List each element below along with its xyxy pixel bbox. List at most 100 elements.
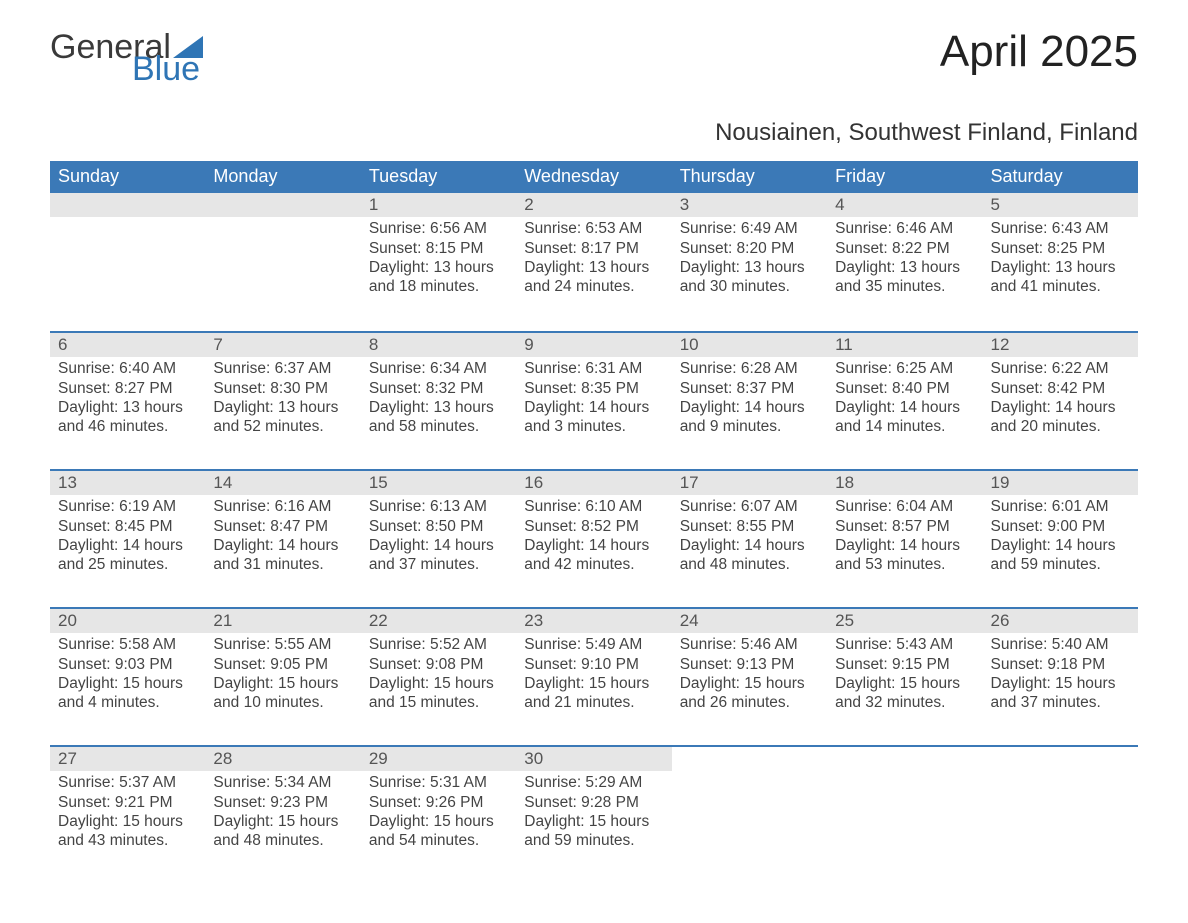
sunrise-text: Sunrise: 5:31 AM (369, 773, 508, 792)
calendar-day-cell: 4Sunrise: 6:46 AMSunset: 8:22 PMDaylight… (827, 193, 982, 331)
day-number: 16 (516, 471, 671, 495)
day-number-bar: 10 (672, 333, 827, 357)
sunrise-text: Sunrise: 5:58 AM (58, 635, 197, 654)
calendar-day-cell: 15Sunrise: 6:13 AMSunset: 8:50 PMDayligh… (361, 471, 516, 607)
sunrise-text: Sunrise: 6:40 AM (58, 359, 197, 378)
sunset-text: Sunset: 8:45 PM (58, 517, 197, 536)
day-number: 7 (205, 333, 360, 357)
day-number: 5 (983, 193, 1138, 217)
day-number: 17 (672, 471, 827, 495)
calendar-day-cell: 10Sunrise: 6:28 AMSunset: 8:37 PMDayligh… (672, 333, 827, 469)
daylight-text-1: Daylight: 15 hours (213, 674, 352, 693)
sunset-text: Sunset: 8:15 PM (369, 239, 508, 258)
month-year-title: April 2025 (940, 30, 1138, 74)
dow-saturday: Saturday (983, 161, 1138, 193)
calendar-day-cell: 12Sunrise: 6:22 AMSunset: 8:42 PMDayligh… (983, 333, 1138, 469)
daylight-text-2: and 14 minutes. (835, 417, 974, 436)
calendar-day-cell (205, 193, 360, 331)
daylight-text-1: Daylight: 13 hours (213, 398, 352, 417)
sunset-text: Sunset: 8:25 PM (991, 239, 1130, 258)
calendar-grid: Sunday Monday Tuesday Wednesday Thursday… (50, 161, 1138, 883)
day-number-bar: 4 (827, 193, 982, 217)
day-number-bar: 3 (672, 193, 827, 217)
daylight-text-2: and 25 minutes. (58, 555, 197, 574)
daylight-text-2: and 42 minutes. (524, 555, 663, 574)
day-number: 26 (983, 609, 1138, 633)
day-number: 29 (361, 747, 516, 771)
sunset-text: Sunset: 8:20 PM (680, 239, 819, 258)
daylight-text-2: and 18 minutes. (369, 277, 508, 296)
calendar-week-row: 27Sunrise: 5:37 AMSunset: 9:21 PMDayligh… (50, 745, 1138, 883)
day-number-bar: 14 (205, 471, 360, 495)
calendar-day-cell: 6Sunrise: 6:40 AMSunset: 8:27 PMDaylight… (50, 333, 205, 469)
daylight-text-1: Daylight: 15 hours (991, 674, 1130, 693)
calendar-day-cell (50, 193, 205, 331)
calendar-day-cell: 22Sunrise: 5:52 AMSunset: 9:08 PMDayligh… (361, 609, 516, 745)
calendar-day-cell: 23Sunrise: 5:49 AMSunset: 9:10 PMDayligh… (516, 609, 671, 745)
day-number-bar: 22 (361, 609, 516, 633)
daylight-text-2: and 15 minutes. (369, 693, 508, 712)
day-number: 6 (50, 333, 205, 357)
calendar-day-cell: 21Sunrise: 5:55 AMSunset: 9:05 PMDayligh… (205, 609, 360, 745)
day-number-bar: 30 (516, 747, 671, 771)
daylight-text-1: Daylight: 14 hours (991, 536, 1130, 555)
daylight-text-2: and 58 minutes. (369, 417, 508, 436)
dow-thursday: Thursday (672, 161, 827, 193)
sunrise-text: Sunrise: 6:19 AM (58, 497, 197, 516)
day-number-bar: 28 (205, 747, 360, 771)
sunrise-text: Sunrise: 5:29 AM (524, 773, 663, 792)
daylight-text-2: and 24 minutes. (524, 277, 663, 296)
sunset-text: Sunset: 9:03 PM (58, 655, 197, 674)
sunrise-text: Sunrise: 5:40 AM (991, 635, 1130, 654)
calendar-day-cell: 16Sunrise: 6:10 AMSunset: 8:52 PMDayligh… (516, 471, 671, 607)
day-number-bar: 6 (50, 333, 205, 357)
day-of-week-header-row: Sunday Monday Tuesday Wednesday Thursday… (50, 161, 1138, 193)
daylight-text-2: and 21 minutes. (524, 693, 663, 712)
sunrise-text: Sunrise: 5:43 AM (835, 635, 974, 654)
sunset-text: Sunset: 8:50 PM (369, 517, 508, 536)
day-number-bar: 13 (50, 471, 205, 495)
dow-tuesday: Tuesday (361, 161, 516, 193)
day-number: 23 (516, 609, 671, 633)
sunrise-text: Sunrise: 6:16 AM (213, 497, 352, 516)
day-number: 1 (361, 193, 516, 217)
calendar-day-cell: 20Sunrise: 5:58 AMSunset: 9:03 PMDayligh… (50, 609, 205, 745)
calendar-day-cell: 28Sunrise: 5:34 AMSunset: 9:23 PMDayligh… (205, 747, 360, 883)
calendar-week-row: 1Sunrise: 6:56 AMSunset: 8:15 PMDaylight… (50, 193, 1138, 331)
daylight-text-2: and 20 minutes. (991, 417, 1130, 436)
sunset-text: Sunset: 9:26 PM (369, 793, 508, 812)
day-number-bar: 1 (361, 193, 516, 217)
day-number (50, 193, 205, 217)
sunrise-text: Sunrise: 5:52 AM (369, 635, 508, 654)
calendar-day-cell: 27Sunrise: 5:37 AMSunset: 9:21 PMDayligh… (50, 747, 205, 883)
day-number: 4 (827, 193, 982, 217)
day-number: 3 (672, 193, 827, 217)
day-number-bar: 16 (516, 471, 671, 495)
sunset-text: Sunset: 9:18 PM (991, 655, 1130, 674)
day-number-bar: 12 (983, 333, 1138, 357)
day-number: 2 (516, 193, 671, 217)
day-number: 14 (205, 471, 360, 495)
day-number: 22 (361, 609, 516, 633)
day-number: 9 (516, 333, 671, 357)
day-number-bar: 20 (50, 609, 205, 633)
daylight-text-2: and 43 minutes. (58, 831, 197, 850)
daylight-text-1: Daylight: 14 hours (369, 536, 508, 555)
day-number-bar: 17 (672, 471, 827, 495)
daylight-text-2: and 4 minutes. (58, 693, 197, 712)
day-number: 25 (827, 609, 982, 633)
daylight-text-2: and 37 minutes. (369, 555, 508, 574)
daylight-text-1: Daylight: 14 hours (524, 536, 663, 555)
daylight-text-1: Daylight: 13 hours (369, 398, 508, 417)
calendar-day-cell: 17Sunrise: 6:07 AMSunset: 8:55 PMDayligh… (672, 471, 827, 607)
daylight-text-2: and 35 minutes. (835, 277, 974, 296)
dow-wednesday: Wednesday (516, 161, 671, 193)
sunrise-text: Sunrise: 6:34 AM (369, 359, 508, 378)
daylight-text-1: Daylight: 14 hours (680, 398, 819, 417)
sunrise-text: Sunrise: 6:53 AM (524, 219, 663, 238)
calendar-day-cell: 1Sunrise: 6:56 AMSunset: 8:15 PMDaylight… (361, 193, 516, 331)
day-number-bar: 23 (516, 609, 671, 633)
dow-monday: Monday (205, 161, 360, 193)
day-number: 27 (50, 747, 205, 771)
logo-text-blue: Blue (132, 50, 200, 88)
